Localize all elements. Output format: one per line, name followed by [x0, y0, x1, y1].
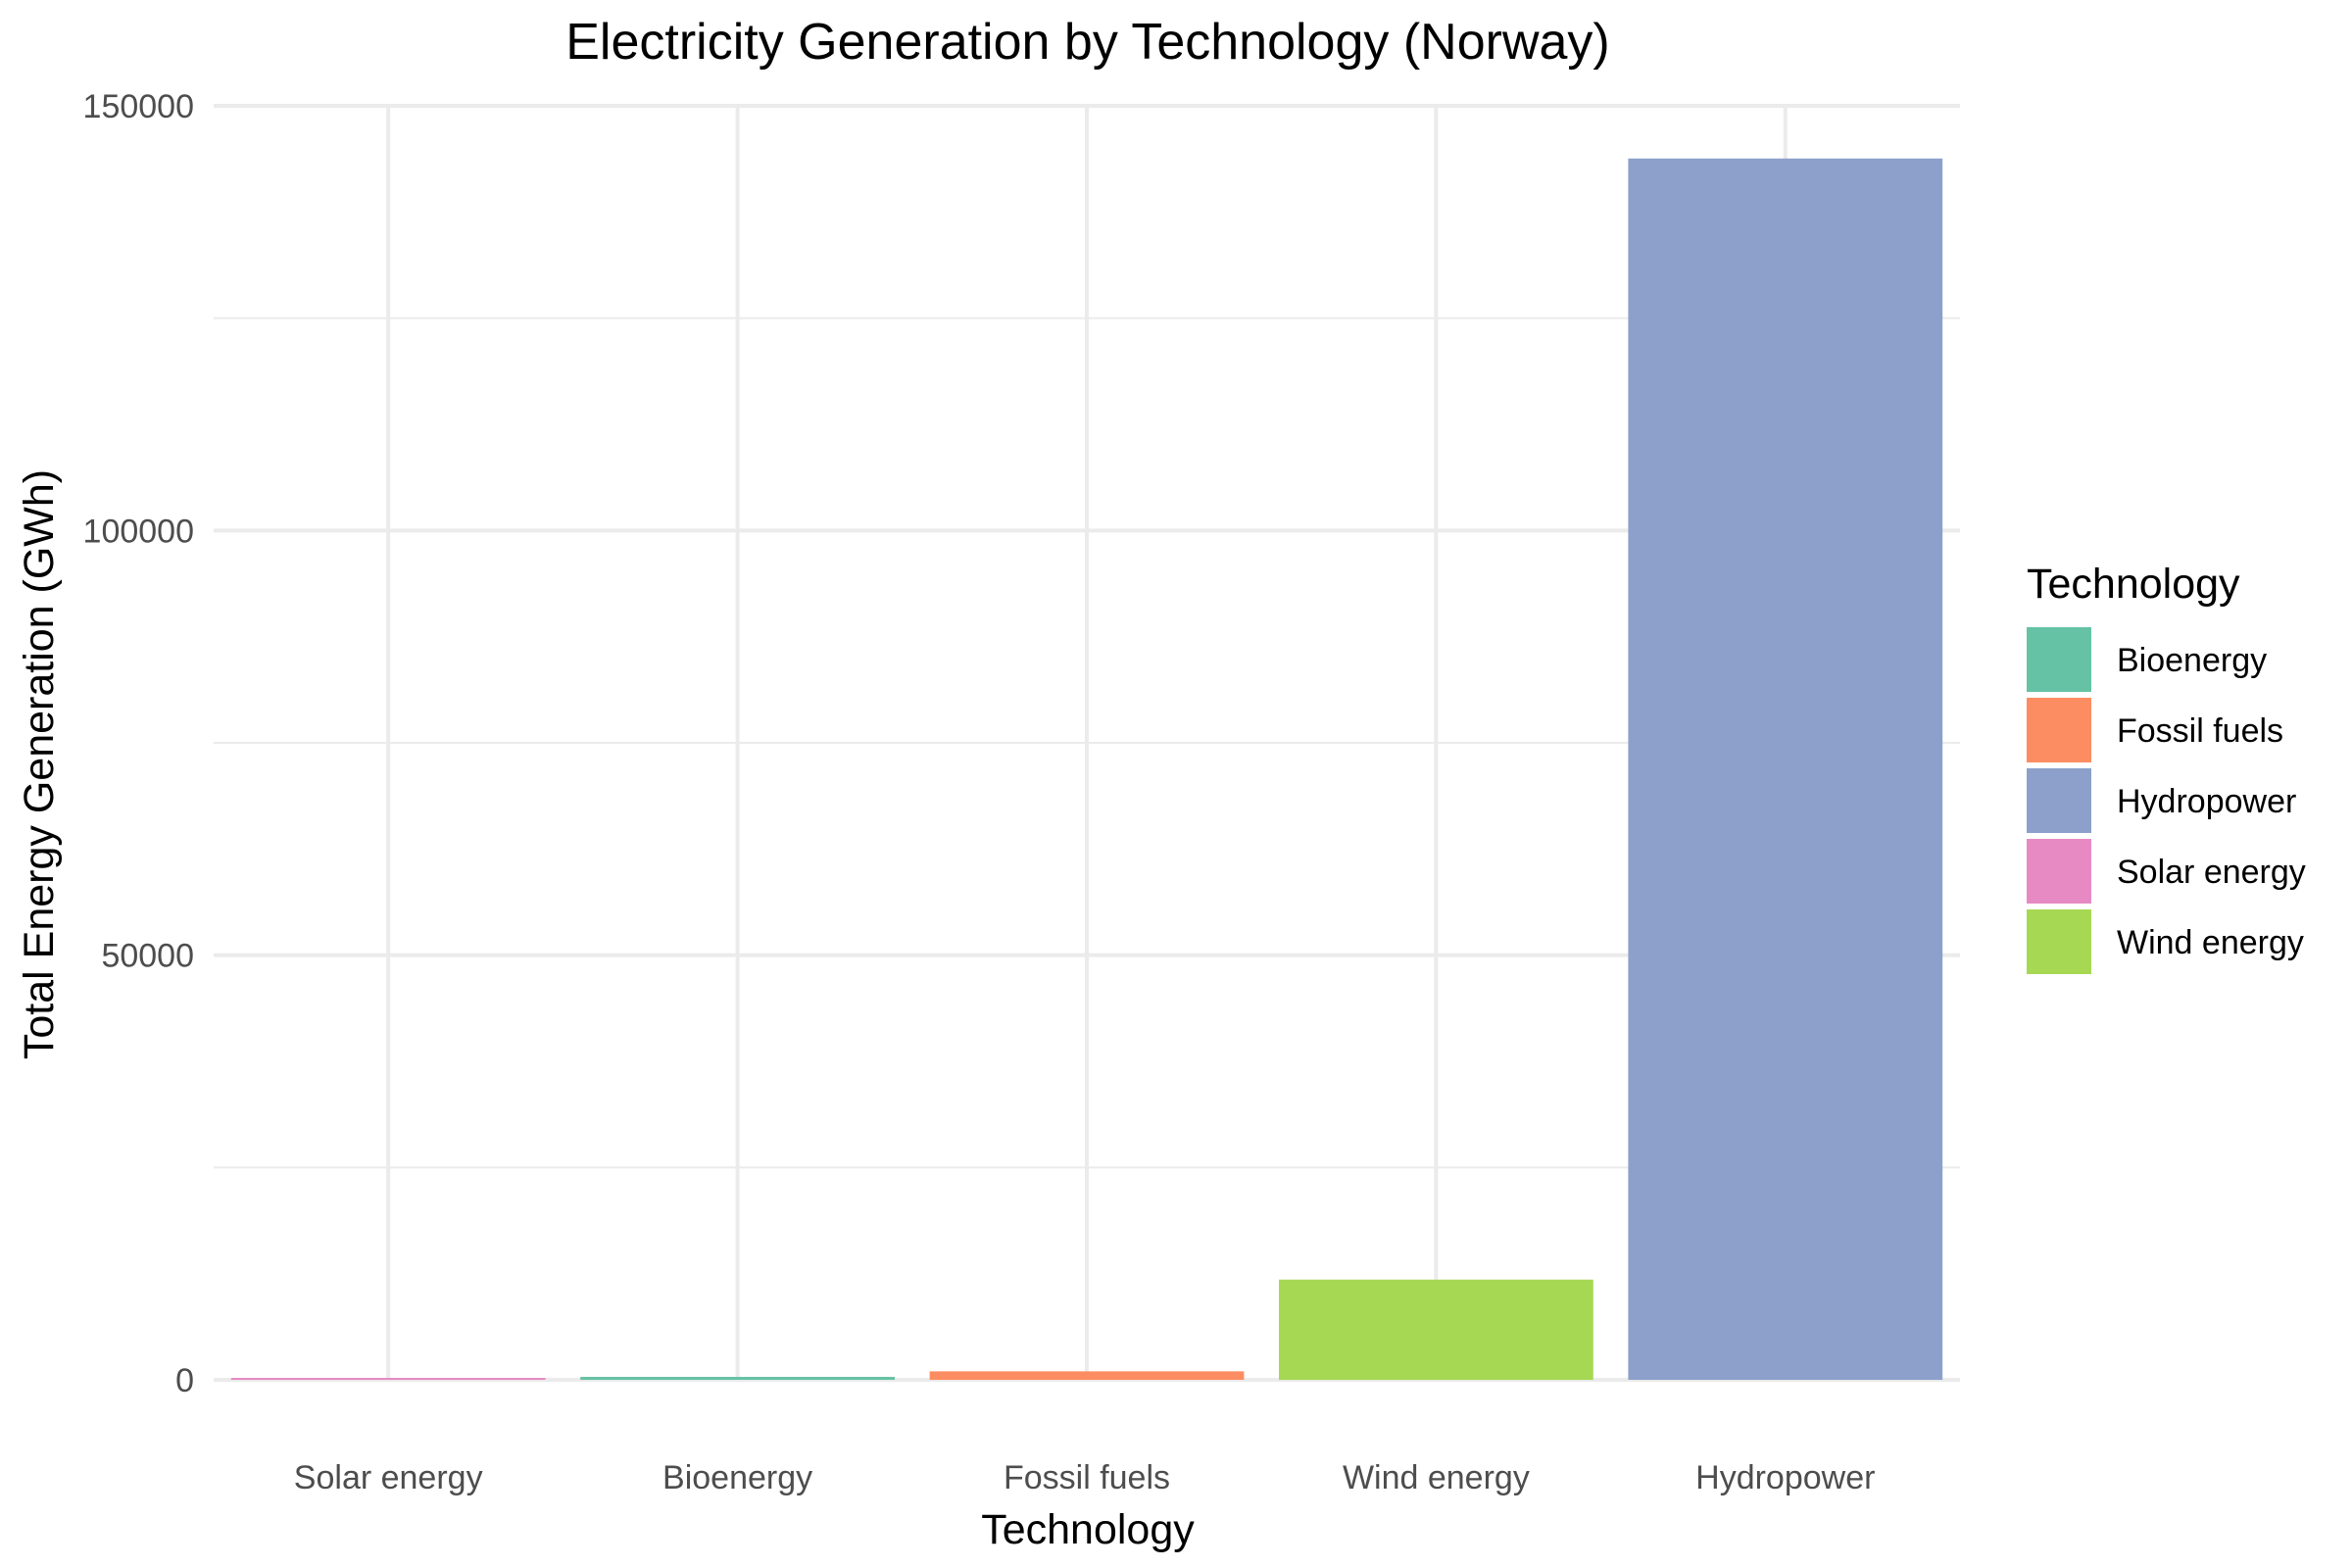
bar-bioenergy: [580, 1376, 895, 1380]
bar-fossil-fuels: [929, 1371, 1245, 1380]
legend-label: Solar energy: [2117, 854, 2306, 891]
x-tick-labels: Solar energy Bioenergy Fossil fuels Wind en…: [294, 1459, 1876, 1496]
x-tick-label: Fossil fuels: [1004, 1459, 1170, 1496]
legend-key: [2027, 909, 2091, 974]
x-axis-title: Technology: [981, 1506, 1195, 1553]
legend-title: Technology: [2027, 561, 2240, 608]
bar-wind-energy: [1279, 1279, 1593, 1380]
y-tick-label: 0: [175, 1362, 194, 1399]
legend-label: Wind energy: [2117, 924, 2304, 961]
y-tick-label: 50000: [101, 938, 194, 975]
bars-layer: [230, 158, 1943, 1380]
legend-label: Bioenergy: [2117, 642, 2267, 679]
x-tick-label: Wind energy: [1343, 1459, 1530, 1496]
y-tick-labels: 0 50000 100000 150000: [83, 88, 194, 1399]
legend: Technology Bioenergy Fossil fuels Hydropow…: [2027, 561, 2306, 974]
bar-solar-energy: [230, 1378, 546, 1380]
x-tick-label: Bioenergy: [662, 1459, 812, 1496]
legend-key: [2027, 698, 2091, 762]
legend-key: [2027, 768, 2091, 833]
x-tick-label: Hydropower: [1695, 1459, 1875, 1496]
legend-label: Hydropower: [2117, 783, 2296, 820]
legend-key: [2027, 839, 2091, 904]
x-tick-label: Solar energy: [294, 1459, 483, 1496]
y-tick-label: 100000: [83, 513, 194, 550]
legend-label: Fossil fuels: [2117, 712, 2283, 750]
legend-items: Bioenergy Fossil fuels Hydropower Solar ene…: [2027, 627, 2306, 974]
legend-key: [2027, 627, 2091, 692]
y-axis-title: Total Energy Generation (GWh): [16, 469, 63, 1059]
bar-hydropower: [1628, 158, 1943, 1380]
chart-title: Electricity Generation by Technology (No…: [565, 14, 1610, 71]
y-tick-label: 150000: [83, 88, 194, 125]
